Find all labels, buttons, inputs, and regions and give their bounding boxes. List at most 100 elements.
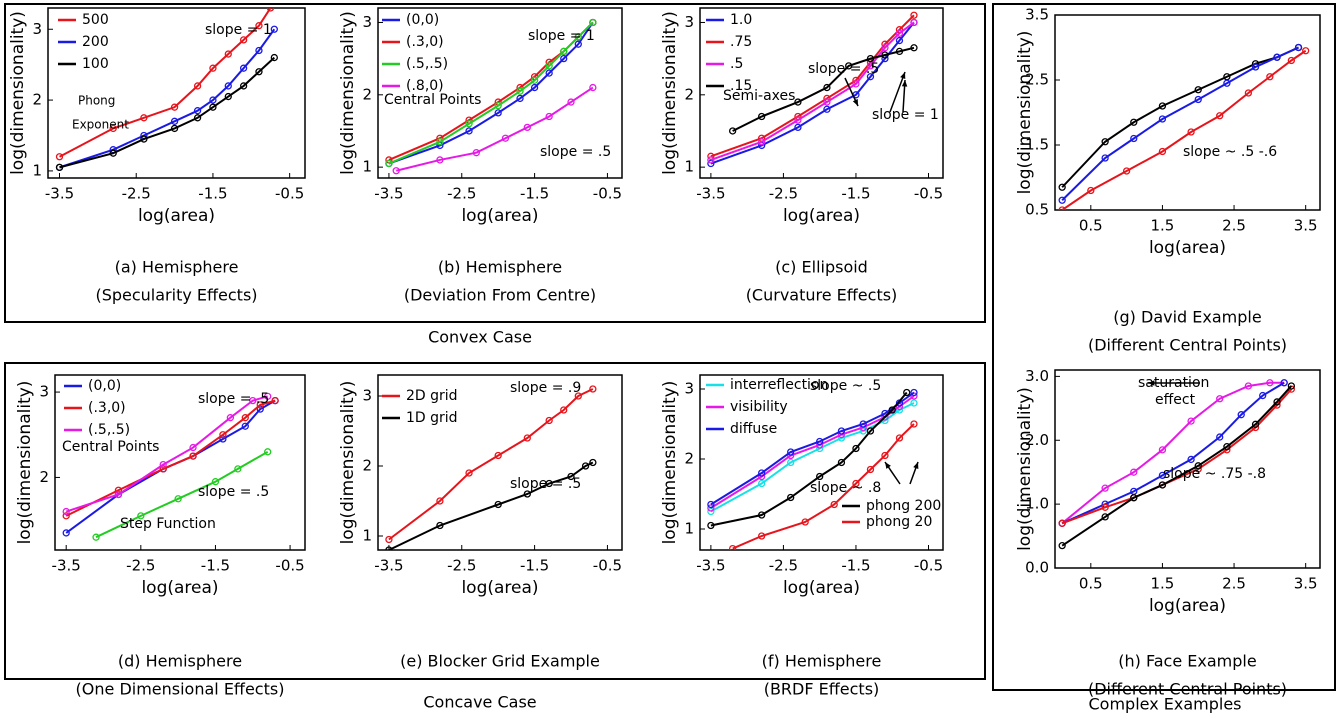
point [574, 392, 582, 400]
point [1058, 196, 1066, 204]
point [264, 448, 272, 456]
arrow-head [1148, 380, 1155, 386]
point [823, 83, 831, 92]
point [728, 127, 737, 135]
annotation: Exponent [72, 118, 129, 132]
point [758, 479, 766, 488]
line [732, 423, 915, 550]
point [436, 138, 444, 146]
annotation: slope = 1 [872, 107, 939, 123]
x-tick-label: -3.5 [696, 557, 725, 575]
point [910, 44, 918, 52]
plot-frame [377, 374, 623, 551]
point [137, 512, 145, 520]
point [1187, 417, 1195, 425]
legend-label: 1.0 [730, 12, 752, 28]
point [758, 511, 766, 519]
x-tick-label: -3.5 [374, 557, 403, 575]
x-tick-label: -0.5 [275, 557, 304, 575]
point [589, 458, 597, 467]
point [255, 68, 263, 76]
y-tick-label: 2 [362, 85, 372, 103]
y-axis-label: log(dimensionality) [338, 11, 358, 175]
y-tick-label: 3 [39, 383, 49, 401]
line [732, 46, 915, 132]
point [239, 36, 248, 44]
legend-label: .15 [730, 78, 752, 94]
legend-label: (.3,0) [88, 400, 126, 416]
annotation: effect [1155, 392, 1196, 408]
line [388, 21, 594, 165]
series [385, 385, 597, 544]
point [1130, 118, 1138, 126]
annotation: slope ~ .5 [810, 378, 881, 394]
point [910, 388, 918, 397]
line [388, 21, 594, 165]
caption: (Different Central Points) [1088, 680, 1287, 699]
x-tick-label: -0.5 [914, 185, 943, 203]
caption: (One Dimensional Effects) [76, 680, 285, 699]
point [1158, 481, 1167, 489]
arrow [889, 71, 906, 113]
point [140, 135, 148, 143]
group-frame [992, 3, 1336, 691]
point [1158, 147, 1167, 156]
point [62, 507, 70, 516]
point [1158, 115, 1167, 123]
point [1187, 128, 1195, 136]
x-tick-label: 1.5 [1151, 217, 1175, 235]
caption: (BRDF Effects) [764, 680, 880, 699]
legend-label: phong 200 [866, 498, 941, 514]
y-tick-label: 0.5 [1025, 201, 1049, 219]
y-tick-label: 1 [362, 158, 372, 176]
y-tick-label: 3 [32, 20, 42, 38]
point [465, 127, 473, 135]
point [801, 518, 809, 526]
point [707, 500, 715, 509]
point [545, 479, 553, 488]
legend-label: (0,0) [88, 378, 121, 394]
point [859, 420, 867, 428]
point [816, 472, 824, 481]
legend-label: .5 [730, 56, 743, 72]
legend-label: 2D grid [406, 388, 458, 404]
point [494, 451, 502, 460]
group-label: Complex Examples [1088, 695, 1241, 714]
line [59, 56, 275, 169]
point [1058, 519, 1066, 527]
line [710, 391, 908, 527]
annotation: Central Points [384, 92, 481, 108]
point [1266, 73, 1274, 81]
legend-label: (.8,0) [406, 78, 444, 94]
point [845, 62, 853, 70]
point [249, 396, 257, 405]
series [728, 420, 918, 550]
point [545, 62, 553, 70]
point [189, 443, 197, 452]
legend-label: diffuse [730, 421, 777, 437]
point [1158, 446, 1167, 454]
point [728, 544, 737, 550]
point [910, 399, 918, 407]
x-tick-label: -3.5 [696, 185, 725, 203]
x-tick-label: -2.5 [769, 557, 798, 575]
annotation: slope ~ .8 [810, 480, 881, 496]
line [1061, 46, 1299, 201]
point [209, 103, 217, 111]
point [830, 500, 838, 509]
point [174, 495, 182, 503]
point [1194, 86, 1202, 94]
annotation: slope ~ .5 -.6 [1183, 144, 1277, 160]
point [241, 414, 249, 422]
line [388, 388, 594, 541]
point [494, 500, 502, 509]
legend-label: 100 [82, 56, 109, 72]
point [1058, 541, 1066, 550]
point [255, 22, 263, 30]
point [530, 76, 539, 84]
point [910, 11, 918, 19]
point [707, 504, 715, 512]
point [1287, 56, 1296, 65]
point [589, 83, 597, 92]
series [1058, 382, 1296, 550]
